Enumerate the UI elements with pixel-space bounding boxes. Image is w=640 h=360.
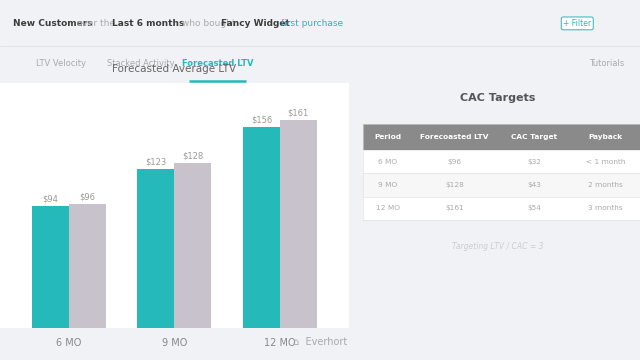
Text: ⌂  Everhort: ⌂ Everhort: [293, 337, 347, 347]
Text: 12 MO: 12 MO: [376, 205, 399, 211]
Text: Forecasted LTV: Forecasted LTV: [182, 58, 253, 68]
Text: Last 6 months: Last 6 months: [112, 19, 184, 28]
Bar: [364, 174, 640, 197]
Text: over the: over the: [74, 19, 118, 28]
Text: $128: $128: [445, 182, 464, 188]
Bar: [174, 163, 211, 328]
Text: $161: $161: [445, 205, 464, 211]
Text: $96: $96: [79, 192, 95, 201]
Text: + Filter: + Filter: [563, 19, 591, 28]
Text: LTV Velocity: LTV Velocity: [36, 58, 86, 68]
Bar: [364, 150, 640, 174]
Text: Forecoasted LTV: Forecoasted LTV: [420, 134, 489, 140]
Bar: [243, 127, 280, 328]
Text: first purchase: first purchase: [278, 19, 344, 28]
Title: Forecasted Average LTV: Forecasted Average LTV: [112, 64, 236, 74]
Text: Tutorials: Tutorials: [589, 58, 624, 68]
Text: 6 MO: 6 MO: [378, 159, 397, 165]
Text: 3 months: 3 months: [588, 205, 623, 211]
Text: $94: $94: [42, 195, 58, 204]
Text: $123: $123: [145, 158, 166, 167]
Text: $96: $96: [447, 159, 461, 165]
Text: Fancy Widget: Fancy Widget: [221, 19, 290, 28]
Text: $43: $43: [527, 182, 541, 188]
Text: Targeting LTV / CAC = 3: Targeting LTV / CAC = 3: [452, 242, 543, 251]
Text: CAC Target: CAC Target: [511, 134, 557, 140]
Text: Period: Period: [374, 134, 401, 140]
Bar: [364, 197, 640, 220]
Text: New Customers: New Customers: [13, 19, 92, 28]
Text: $161: $161: [288, 109, 309, 118]
Text: < 1 month: < 1 month: [586, 159, 625, 165]
Text: $128: $128: [182, 151, 204, 160]
Bar: [364, 125, 640, 150]
Text: Payback: Payback: [589, 134, 623, 140]
Bar: [68, 204, 106, 328]
Text: who bought: who bought: [179, 19, 239, 28]
Text: 9 MO: 9 MO: [378, 182, 397, 188]
Text: $54: $54: [527, 205, 541, 211]
Text: Stacked Activity: Stacked Activity: [107, 58, 175, 68]
Bar: [138, 169, 174, 328]
Text: $156: $156: [251, 115, 272, 124]
Text: CAC Targets: CAC Targets: [460, 93, 535, 103]
Text: 2 months: 2 months: [588, 182, 623, 188]
Bar: [280, 120, 317, 328]
Text: $32: $32: [527, 159, 541, 165]
Bar: [32, 207, 68, 328]
